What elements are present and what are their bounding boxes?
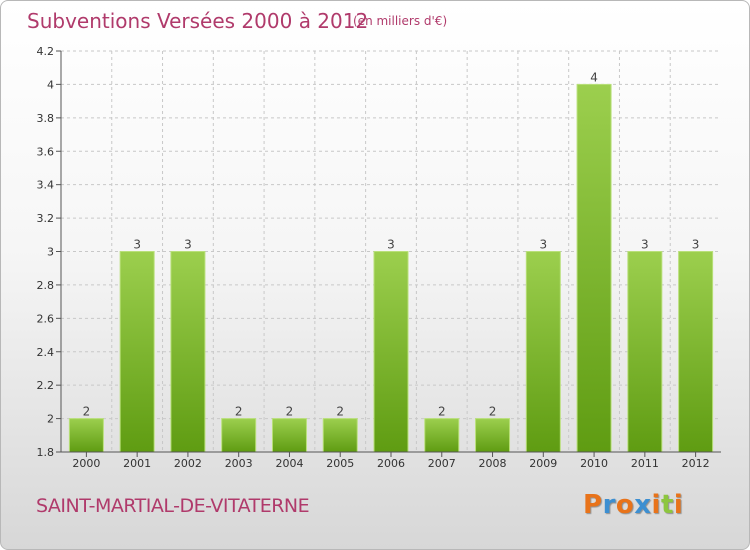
data-label: 2	[489, 405, 497, 419]
x-tick-label: 2010	[580, 457, 608, 470]
bar	[221, 418, 257, 453]
bar	[271, 418, 307, 453]
x-tick-label: 2000	[72, 457, 100, 470]
y-tick-label: 1.8	[37, 446, 55, 459]
bar	[170, 251, 206, 453]
bar	[373, 251, 409, 453]
data-label: 3	[539, 238, 547, 252]
x-tick-label: 2001	[123, 457, 151, 470]
y-tick-label: 2.4	[37, 346, 55, 359]
commune-name: SAINT-MARTIAL-DE-VITATERNE	[36, 495, 310, 517]
data-label: 3	[387, 238, 395, 252]
bar	[475, 418, 511, 453]
y-tick-label: 3.8	[37, 112, 55, 125]
chart-subtitle: (en milliers d'€)	[353, 14, 448, 28]
bar	[678, 251, 714, 453]
logo-letter: x	[634, 490, 652, 520]
bar	[68, 418, 104, 453]
x-tick-label: 2012	[682, 457, 710, 470]
logo-letter: i	[651, 490, 661, 520]
proxiti-logo: Proxiti	[583, 490, 683, 520]
x-tick-label: 2011	[631, 457, 659, 470]
x-tick-label: 2005	[326, 457, 354, 470]
axes: 1.8 2 2.2 2.4 2.6 2.8 3 3.2 3.4 3.6 3.8 4 4.2 2000 200…	[37, 45, 721, 470]
y-tick-label: 3.2	[37, 212, 55, 225]
y-tick-label: 4.2	[37, 45, 55, 58]
data-labels: 2 3 3 2 2 2 3 2 2 3 4 3 3	[83, 70, 700, 418]
logo-letter: P	[583, 490, 603, 520]
bars	[68, 83, 714, 453]
data-label: 2	[286, 405, 294, 419]
x-tick-label: 2008	[479, 457, 507, 470]
chart-title: Subventions Versées 2000 à 2012	[27, 9, 369, 33]
bar	[322, 418, 358, 453]
logo-letter: r	[602, 490, 616, 520]
bar	[119, 251, 155, 453]
y-tick-label: 2.2	[37, 379, 55, 392]
data-label: 2	[83, 405, 91, 419]
bar	[576, 83, 612, 453]
bar	[525, 251, 561, 453]
y-tick-label: 3.6	[37, 145, 55, 158]
y-tick-label: 2.8	[37, 279, 55, 292]
data-label: 2	[235, 405, 243, 419]
data-label: 2	[336, 405, 344, 419]
y-tick-label: 2	[47, 413, 54, 426]
x-tick-label: 2007	[428, 457, 456, 470]
data-label: 2	[438, 405, 446, 419]
x-tick-label: 2002	[174, 457, 202, 470]
logo-letter: i	[673, 490, 684, 520]
logo-letter: t	[660, 490, 674, 520]
data-label: 4	[590, 70, 598, 84]
y-tick-label: 3.4	[37, 179, 55, 192]
x-tick-label: 2009	[529, 457, 557, 470]
bar	[424, 418, 460, 453]
logo-letter: o	[615, 490, 635, 520]
y-tick-label: 2.6	[37, 312, 55, 325]
bar	[627, 251, 663, 453]
data-label: 3	[184, 238, 192, 252]
y-tick-label: 4	[47, 78, 54, 91]
x-tick-label: 2006	[377, 457, 405, 470]
y-tick-label: 3	[47, 246, 54, 259]
x-tick-label: 2003	[225, 457, 253, 470]
x-tick-label: 2004	[275, 457, 303, 470]
data-label: 3	[692, 238, 700, 252]
data-label: 3	[641, 238, 649, 252]
data-label: 3	[133, 238, 141, 252]
